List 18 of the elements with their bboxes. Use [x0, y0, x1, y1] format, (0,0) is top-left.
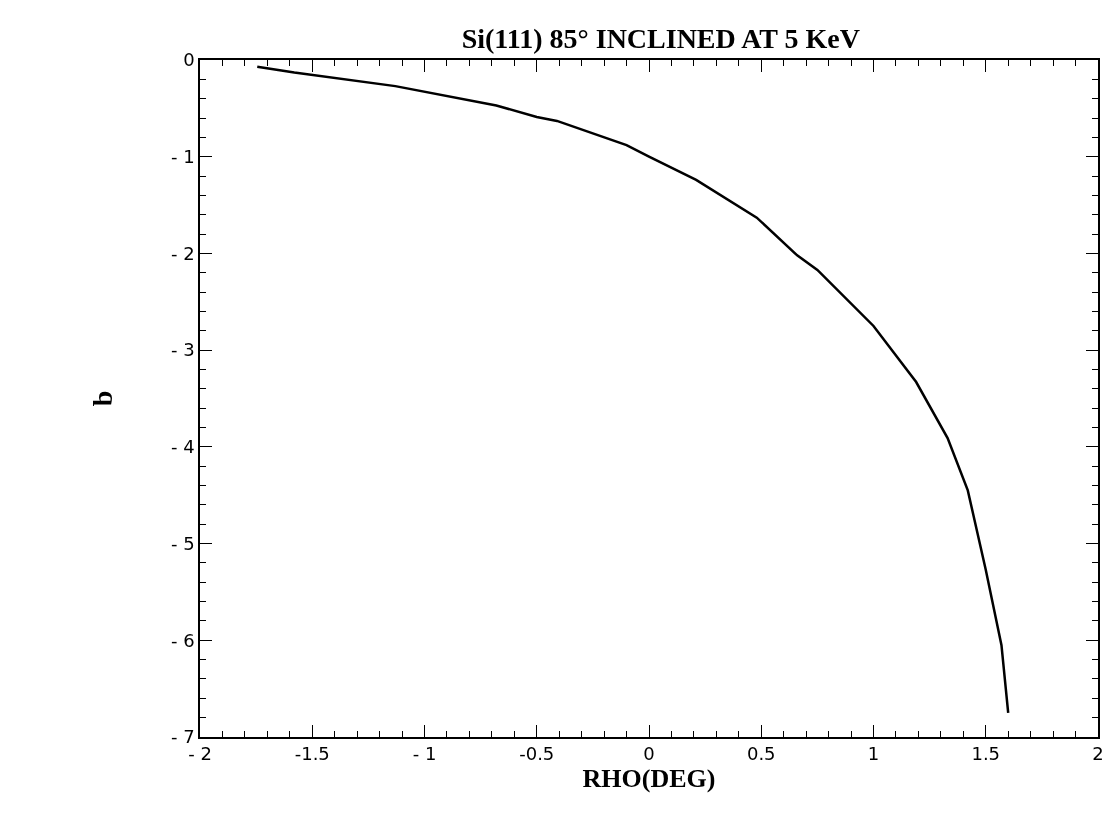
y-tick-label: - 1	[170, 146, 195, 168]
x-tick-label: 1	[867, 743, 880, 765]
x-tick-label: -0.5	[519, 743, 555, 765]
y-tick-label: - 3	[170, 339, 195, 361]
x-tick-label: 0	[643, 743, 655, 765]
y-tick-label: - 6	[170, 629, 195, 651]
x-axis-title: RHO(DEG)	[582, 764, 716, 794]
chart-title: Si(111) 85° INCLINED AT 5 KeV	[461, 22, 860, 54]
y-tick-label: - 5	[170, 532, 195, 554]
y-tick-label: - 2	[170, 242, 195, 264]
x-tick-label: -1.5	[294, 743, 330, 765]
x-tick-label: - 1	[412, 743, 437, 765]
y-tick-label: - 4	[170, 436, 195, 458]
x-tick-label: 2	[1092, 743, 1104, 765]
y-axis-title: b	[87, 390, 119, 407]
y-tick-label: 0	[183, 49, 195, 71]
x-tick-label: 0.5	[746, 743, 776, 765]
x-tick-label: 1.5	[971, 743, 1001, 765]
